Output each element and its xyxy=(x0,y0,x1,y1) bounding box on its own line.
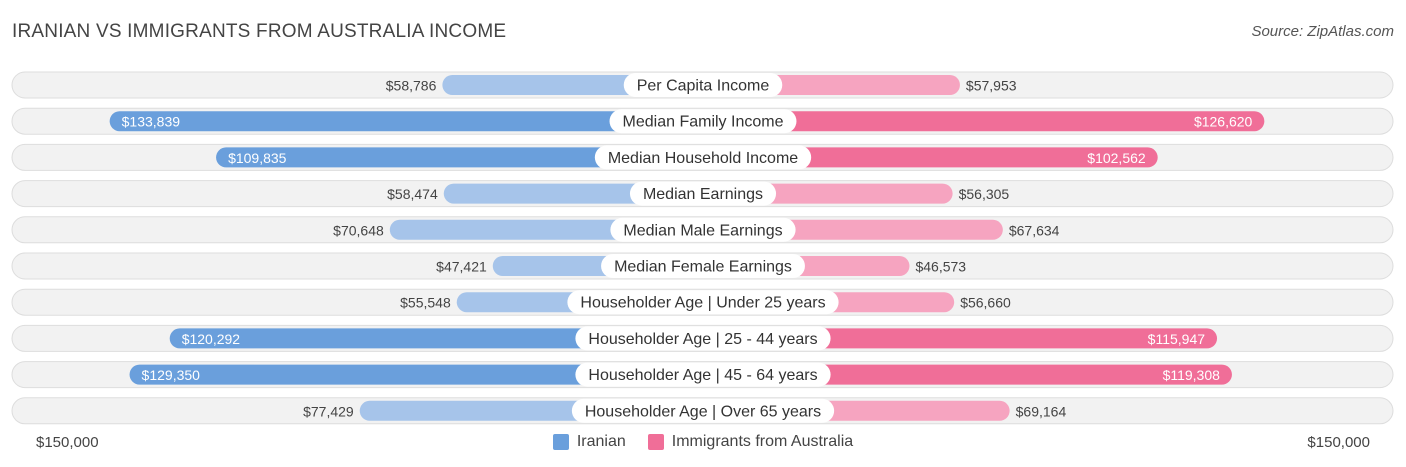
value-label-australia: $119,308 xyxy=(1163,367,1221,383)
category-label-pill xyxy=(609,109,797,134)
value-label-australia: $67,634 xyxy=(1009,222,1060,238)
category-label-pill xyxy=(629,181,777,206)
bar-iranian xyxy=(109,111,704,132)
legend-item-iranian[interactable]: Iranian xyxy=(552,433,626,451)
category-label-pill xyxy=(575,362,831,387)
axis-right-label: $150,000 xyxy=(1307,434,1370,451)
bar-australia xyxy=(703,111,1265,132)
category-label: Median Household Income xyxy=(608,150,798,167)
value-label-iranian: $129,350 xyxy=(142,367,201,383)
category-label: Median Male Earnings xyxy=(623,222,782,239)
category-label: Householder Age | 45 - 64 years xyxy=(588,367,817,384)
chart-title: IRANIAN VS IMMIGRANTS FROM AUSTRALIA INC… xyxy=(12,21,507,42)
value-label-australia: $115,947 xyxy=(1148,331,1206,347)
value-label-australia: $126,620 xyxy=(1194,114,1253,130)
category-label: Median Family Income xyxy=(623,114,784,131)
category-label: Householder Age | 25 - 44 years xyxy=(588,331,817,348)
bar-iranian xyxy=(169,328,704,349)
category-label-pill xyxy=(567,290,839,315)
category-label: Per Capita Income xyxy=(637,78,770,95)
value-label-iranian: $70,648 xyxy=(333,222,384,238)
category-label-pill xyxy=(575,326,831,351)
category-label-pill xyxy=(610,217,796,242)
bar-iranian xyxy=(129,364,703,385)
category-label-pill xyxy=(601,254,805,278)
value-label-iranian: $47,421 xyxy=(436,259,487,275)
bar-iranian xyxy=(216,147,704,168)
value-label-australia: $56,660 xyxy=(960,295,1011,311)
bar-australia xyxy=(703,147,1158,168)
source-label: Source: ZipAtlas.com xyxy=(1251,23,1394,40)
legend-swatch-australia xyxy=(647,434,664,450)
chart-area: $58,786 $57,953 Per Capita Income $133,839 $… xyxy=(11,71,1394,425)
category-label: Householder Age | Over 65 years xyxy=(585,403,821,420)
value-label-australia: $69,164 xyxy=(1016,403,1067,419)
legend: Iranian Immigrants from Australia xyxy=(0,433,1406,451)
axis-left-label: $150,000 xyxy=(36,434,99,451)
category-label: Median Earnings xyxy=(643,186,763,203)
value-label-australia: $56,305 xyxy=(959,186,1010,202)
value-label-iranian: $55,548 xyxy=(400,295,451,311)
bar-australia xyxy=(703,328,1218,349)
bar-australia xyxy=(703,364,1232,385)
category-label-pill xyxy=(594,145,812,170)
value-label-australia: $46,573 xyxy=(915,259,966,275)
legend-swatch-iranian xyxy=(552,434,569,450)
category-label-pill xyxy=(623,73,783,97)
value-label-iranian: $120,292 xyxy=(182,331,241,347)
category-label-pill xyxy=(571,398,835,423)
value-label-iranian: $133,839 xyxy=(122,114,181,130)
value-label-iranian: $58,786 xyxy=(386,78,437,94)
value-label-iranian: $109,835 xyxy=(228,150,287,166)
legend-item-australia[interactable]: Immigrants from Australia xyxy=(647,433,854,451)
legend-label-australia: Immigrants from Australia xyxy=(671,433,854,450)
value-label-australia: $102,562 xyxy=(1087,150,1146,166)
category-label: Householder Age | Under 25 years xyxy=(580,295,825,312)
value-label-iranian: $58,474 xyxy=(387,186,438,202)
value-label-australia: $57,953 xyxy=(966,78,1017,94)
category-label: Median Female Earnings xyxy=(614,259,792,276)
value-label-iranian: $77,429 xyxy=(303,403,354,419)
legend-label-iranian: Iranian xyxy=(576,433,626,450)
